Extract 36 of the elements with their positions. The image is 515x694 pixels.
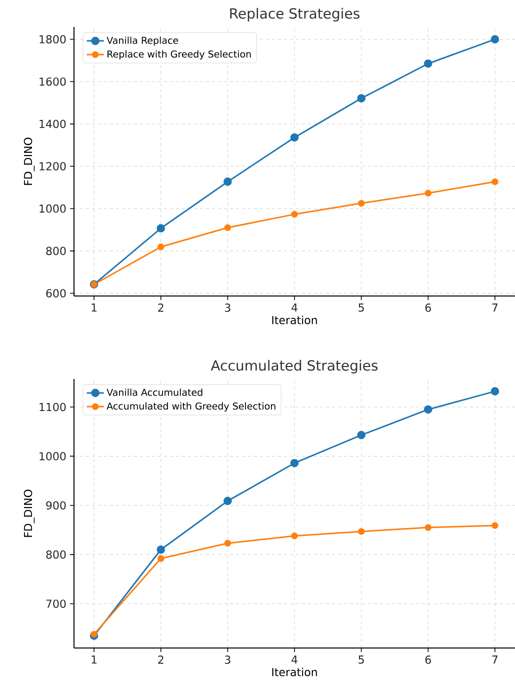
legend-label: Vanilla Accumulated — [106, 388, 202, 396]
y-tick-label: 1800 — [40, 35, 66, 44]
x-tick-label: 2 — [158, 656, 164, 664]
y-tick-label: 600 — [46, 289, 66, 298]
x-axis-title: Iteration — [272, 316, 317, 324]
y-tick-label: 800 — [46, 246, 66, 256]
x-tick-label: 5 — [358, 304, 364, 312]
y-tick-label: 1600 — [40, 77, 66, 86]
x-axis-title: Iteration — [272, 668, 317, 676]
y-tick-label: 700 — [46, 600, 66, 608]
x-tick-label: 6 — [425, 304, 431, 312]
x-tick-label: 1 — [92, 656, 97, 664]
y-tick-label: 1200 — [40, 162, 66, 170]
x-tick-label: 2 — [158, 304, 164, 312]
x-tick-label: 4 — [292, 304, 298, 312]
y-tick-label: 1400 — [40, 120, 66, 128]
x-tick-label: 5 — [358, 656, 364, 664]
legend-label: Vanilla Replace — [106, 36, 178, 46]
legend-label: Accumulated with Greedy Selection — [106, 402, 276, 412]
y-tick-label: 1100 — [40, 402, 66, 412]
x-tick-label: 6 — [425, 656, 431, 664]
x-tick-label: 7 — [492, 656, 498, 664]
chart-title: Replace Strategies — [230, 8, 360, 22]
y-axis-title: FD_DINO — [24, 490, 35, 537]
x-tick-label: 7 — [492, 304, 498, 312]
y-tick-label: 1000 — [40, 204, 66, 213]
x-tick-label: 1 — [92, 304, 97, 312]
legend-label: Replace with Greedy Selection — [108, 50, 251, 60]
y-tick-label: 800 — [46, 550, 66, 559]
chart-title: Accumulated Strategies — [210, 360, 378, 374]
x-tick-label: 4 — [292, 656, 298, 664]
y-tick-label: 900 — [46, 501, 66, 510]
y-axis-title: FD_DINO — [24, 138, 35, 185]
y-tick-label: 1000 — [40, 452, 66, 460]
x-tick-label: 3 — [225, 304, 230, 312]
x-tick-label: 3 — [225, 656, 230, 664]
